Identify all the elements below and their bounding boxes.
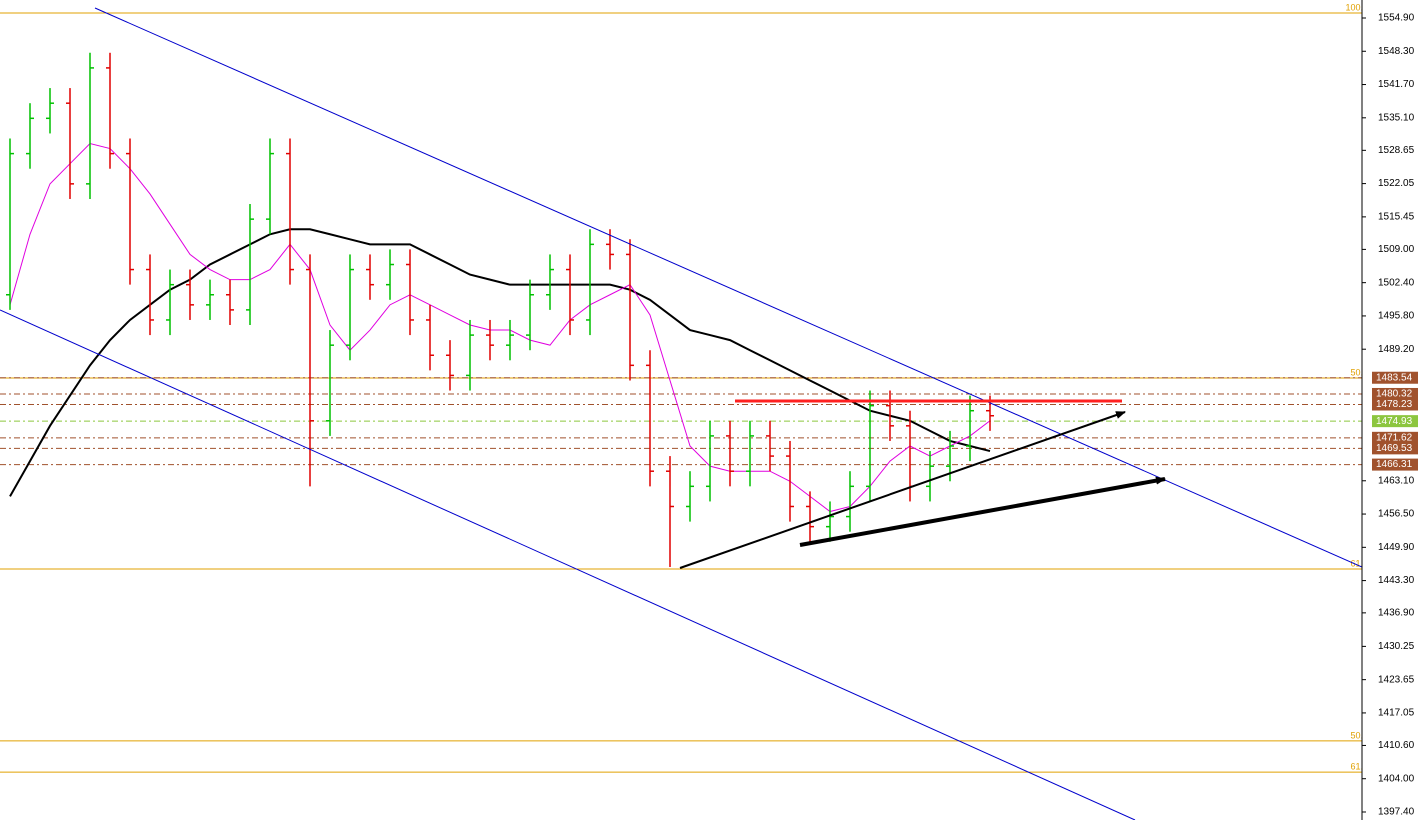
y-tick-label: 1554.90 [1378,13,1415,24]
y-tick-label: 1417.05 [1378,708,1415,719]
y-tick-label: 1449.90 [1378,542,1415,553]
moving-average [9,228,991,497]
y-tick-label: 1397.40 [1378,807,1415,818]
y-tick-label: 1495.80 [1378,311,1415,322]
price-label-box [1372,442,1418,455]
price-label-box [1372,398,1418,411]
y-tick-label: 1404.00 [1378,773,1415,784]
y-tick-label: 1463.10 [1378,475,1415,486]
fib-label: 100.0 [1345,2,1368,12]
price-label-box [1372,415,1418,428]
channel-lower [0,309,1136,820]
fib-label: 50.0 [1350,730,1368,740]
price-label: 1480.32 [1376,389,1413,400]
price-label-box [1372,458,1418,471]
y-tick-label: 1528.65 [1378,145,1415,156]
bars-layer [6,52,994,567]
price-label: 1474.93 [1376,416,1413,427]
annotations [0,7,1362,820]
y-tick-label: 1541.70 [1378,79,1415,90]
y-tick-label: 1443.30 [1378,575,1415,586]
price-label-box [1372,431,1418,444]
axis-layer: 1554.90 1548.30 1541.70 1535.10 1528.65 1522.… [1362,13,1418,818]
y-tick-label: 1535.10 [1378,112,1415,123]
fib-label: 61.8 [1350,762,1368,772]
fib-label: 61.8 [1350,558,1368,568]
price-label: 1469.53 [1376,443,1413,454]
levels-layer: 100.0 50.0 61.8 50.0 61.8 [0,2,1368,773]
price-label: 1478.23 [1376,399,1413,410]
price-label: 1471.62 [1376,432,1413,443]
price-label: 1483.54 [1376,372,1413,383]
y-tick-label: 1436.90 [1378,607,1415,618]
trend-arrow [679,411,1126,569]
y-tick-label: 1515.45 [1378,212,1415,223]
trend-arrow [799,476,1166,547]
y-tick-label: 1410.60 [1378,740,1415,751]
y-tick-label: 1548.30 [1378,46,1415,57]
y-tick-label: 1423.65 [1378,674,1415,685]
y-tick-label: 1502.40 [1378,277,1415,288]
y-tick-label: 1489.20 [1378,344,1415,355]
y-tick-label: 1456.50 [1378,509,1415,520]
y-tick-label: 1509.00 [1378,244,1415,255]
y-tick-label: 1522.05 [1378,178,1415,189]
price-label-box [1372,387,1418,400]
fib-label: 50.0 [1350,367,1368,377]
price-label: 1466.31 [1376,459,1413,470]
price-label-box [1372,371,1418,384]
moving-average [9,142,991,513]
y-tick-label: 1430.25 [1378,641,1415,652]
channel-upper [94,7,1362,568]
